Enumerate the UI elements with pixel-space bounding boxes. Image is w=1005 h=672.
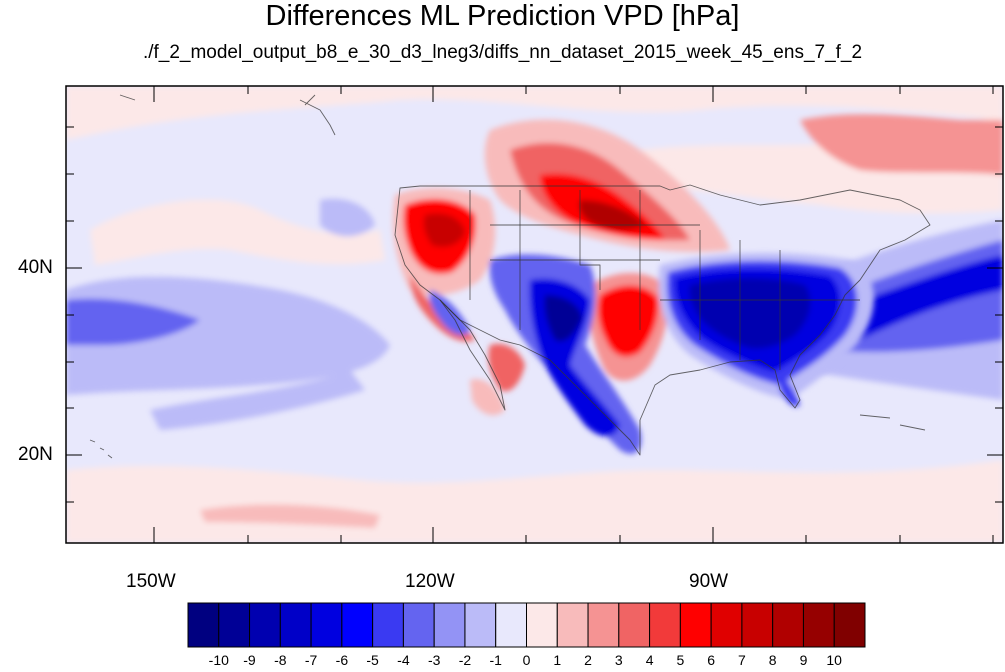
colorbar-tick-label: -1 <box>489 652 502 668</box>
colorbar-tick-label: -4 <box>397 652 410 668</box>
colorbar-tick-label: -3 <box>427 652 441 668</box>
colorbar-swatch <box>741 602 774 648</box>
colorbar-swatch <box>556 602 589 648</box>
lon-label-90w: 90W <box>689 571 729 592</box>
texas-red <box>598 285 659 357</box>
colorbar-swatch <box>710 602 743 648</box>
southwest-dark-blue <box>544 295 582 342</box>
colorbar-tick-label: 2 <box>584 652 592 668</box>
tropical-mid-red-streak <box>200 504 380 528</box>
difference-field <box>66 86 1003 543</box>
colorbar-tick-label: -6 <box>335 652 349 668</box>
colorbar-swatch <box>249 602 281 648</box>
colorbar-tick-label: 1 <box>553 652 562 668</box>
canada-mid-red <box>800 114 1003 175</box>
atlantic-strong-blue <box>829 255 1003 340</box>
colorbar-tick-label: -7 <box>304 652 318 668</box>
pacific-blue-streak <box>150 370 365 430</box>
hawaii-islands <box>89 439 113 459</box>
pacific-light-red-streak <box>90 199 385 265</box>
colorbar-tick-label: 6 <box>707 652 715 668</box>
colorbar-swatch <box>310 602 343 648</box>
colorbar-swatch <box>341 602 374 648</box>
colorbar-swatch <box>587 602 620 648</box>
lon-label-120w: 120W <box>405 571 455 592</box>
colorbar-swatch <box>495 602 528 648</box>
colorbar-swatch <box>772 602 804 648</box>
colorbar-tick-label: 8 <box>768 652 777 668</box>
colorbar-swatch <box>679 602 712 648</box>
ocean-patterns <box>66 86 1003 543</box>
colorbar-tick-label: -9 <box>243 652 256 668</box>
colorbar-swatch <box>279 602 312 648</box>
mexico-light-red <box>470 379 505 416</box>
colorbar-tick-label: 3 <box>614 652 623 668</box>
colorbar-tick-label: 4 <box>645 652 654 668</box>
colorbar-swatch <box>526 602 558 648</box>
us-border-outline <box>394 184 931 456</box>
coastlines-and-borders <box>89 94 931 459</box>
mexico-coast <box>439 299 506 411</box>
colorbar-tick-label: 0 <box>522 652 531 668</box>
colorbar-swatch <box>402 602 435 648</box>
colorbar-swatch <box>464 602 497 648</box>
colorbar-tick-label: 10 <box>826 652 842 668</box>
colorbar-tick-label: -10 <box>208 652 229 668</box>
colorbar-tick-label: 9 <box>799 652 808 668</box>
colorbar <box>187 602 866 648</box>
california-red <box>410 275 475 342</box>
colorbar-swatch <box>833 602 866 648</box>
pacific-blue-patch <box>320 198 375 237</box>
colorbar-swatch <box>618 602 651 648</box>
lon-label-150w: 150W <box>126 571 176 592</box>
colorbar-tick-label: -2 <box>458 652 472 668</box>
map-title: Differences ML Prediction VPD [hPa] <box>265 0 740 32</box>
colorbar-swatch <box>218 602 251 648</box>
axis-ticks <box>66 86 1003 543</box>
caribbean-islands <box>859 414 926 431</box>
north-light-red-band <box>66 86 1003 140</box>
alaska-coast-fragment <box>119 94 336 136</box>
colorbar-tick-label: 5 <box>676 652 685 668</box>
colorbar-swatch <box>433 602 466 648</box>
colorbar-swatch <box>187 602 220 648</box>
colorbar-swatch <box>649 602 681 648</box>
lat-label-40n: 40N <box>18 257 53 278</box>
colorbar-swatch <box>802 602 835 648</box>
lat-label-20n: 20N <box>18 444 53 465</box>
colorbar-tick-label: -8 <box>274 652 287 668</box>
colorbar-tick-label: -5 <box>366 652 379 668</box>
plains-dark-red <box>579 200 645 230</box>
land-patterns <box>393 119 874 454</box>
map-subtitle: ./f_2_model_output_b8_e_30_d3_lneg3/diff… <box>142 42 863 63</box>
colorbar-tick-label: 7 <box>737 652 746 668</box>
state-line-3 <box>579 190 601 290</box>
pacific-mid-blue-band <box>66 298 200 345</box>
pnw-dark-red <box>423 213 465 247</box>
colorbar-swatch <box>372 602 404 648</box>
florida-blue <box>775 370 800 407</box>
